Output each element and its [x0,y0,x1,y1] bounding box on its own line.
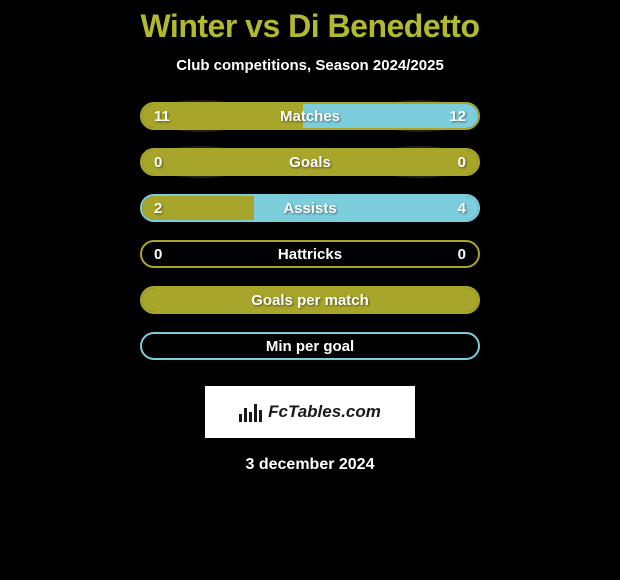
stat-value-left: 11 [154,108,170,125]
page-title: Winter vs Di Benedetto [141,8,480,45]
stat-value-right: 4 [458,200,466,217]
stat-value-right: 12 [449,108,466,125]
stat-bar: Hattricks0 0 [140,240,480,268]
stat-label: Goals [142,154,478,171]
stat-bar: Goals per match [140,286,480,314]
stat-value-left: 2 [154,200,162,217]
stat-label: Assists [142,200,478,217]
stat-label: Hattricks [142,246,478,263]
stat-row: Min per goal [140,332,480,360]
stat-row: Goals0 0 [140,148,480,176]
stat-row: Hattricks0 0 [140,240,480,268]
stat-value-left: 0 [154,154,162,171]
stat-label: Goals per match [142,292,478,309]
stat-label: Matches [142,108,478,125]
stat-bar: Matches11 12 [140,102,480,130]
stat-value-right: 0 [458,246,466,263]
badge-text: FcTables.com [268,402,381,422]
stat-row: Matches11 12 [140,102,480,130]
stat-value-left: 0 [154,246,162,263]
comparison-infographic: Winter vs Di Benedetto Club competitions… [0,0,620,580]
stat-row: Assists2 4 [140,194,480,222]
stat-bar: Goals0 0 [140,148,480,176]
stat-row: Goals per match [140,286,480,314]
source-badge: FcTables.com [205,386,415,438]
stat-label: Min per goal [142,338,478,355]
stats-container: Matches1112Goals00Assists24Hattricks00Go… [140,102,480,378]
stat-bar: Assists2 4 [140,194,480,222]
date-label: 3 december 2024 [246,456,375,474]
chart-bars-icon [239,402,262,422]
subtitle: Club competitions, Season 2024/2025 [176,57,444,74]
stat-value-right: 0 [458,154,466,171]
stat-bar: Min per goal [140,332,480,360]
